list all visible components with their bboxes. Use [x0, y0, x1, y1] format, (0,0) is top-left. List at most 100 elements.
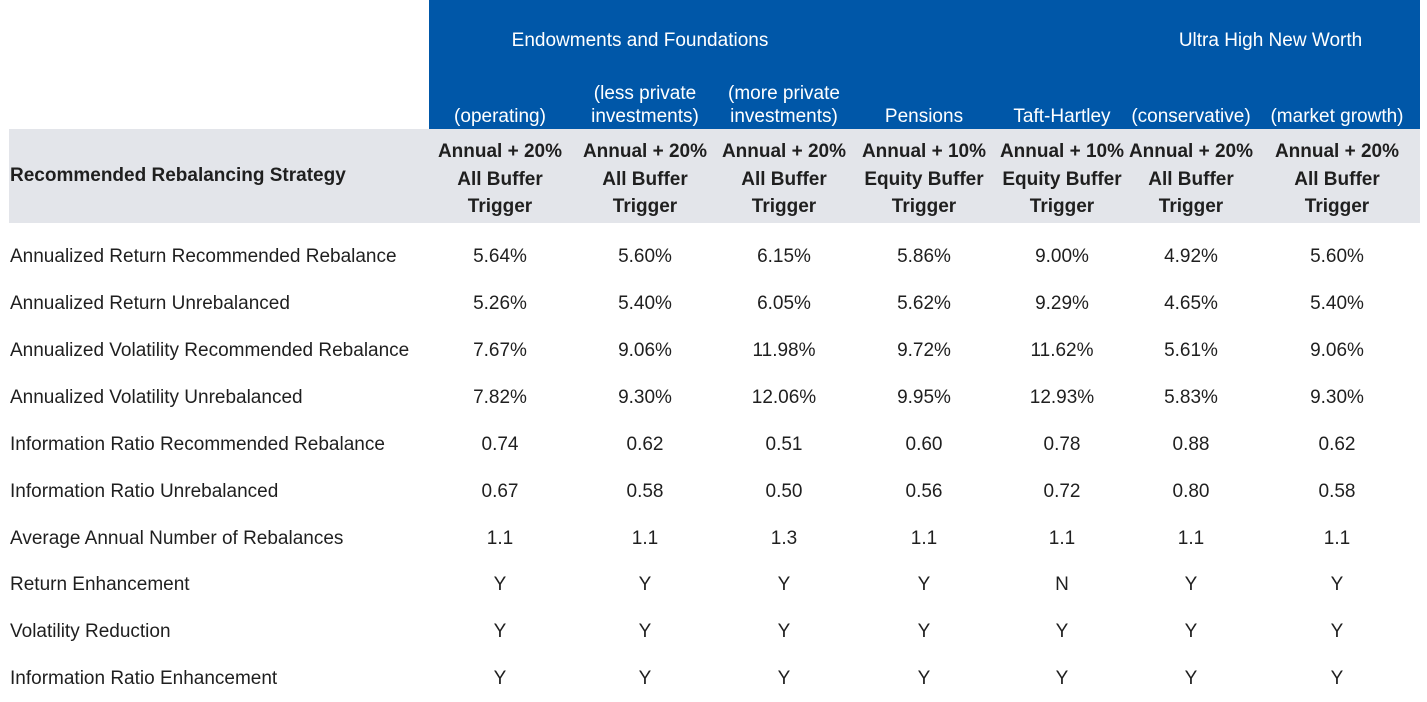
table-cell: 7.67%: [473, 340, 527, 361]
table-cell: 0.58: [1318, 481, 1356, 502]
row-label: Average Annual Number of Rebalances: [10, 528, 344, 549]
column-header: Pensions: [884, 106, 964, 127]
table-row: Annualized Volatility Recommended Rebala…: [0, 327, 1427, 374]
table-row: Annualized Return Recommended Rebalance …: [0, 233, 1427, 280]
strategy-cell: Annual + 20% All Buffer Trigger: [582, 141, 708, 217]
table-cell: 4.92%: [1164, 246, 1218, 267]
group-title-endowments: Endowments and Foundations: [511, 30, 769, 51]
table-cell: 9.30%: [1310, 387, 1364, 408]
row-label: Information Ratio Unrebalanced: [10, 481, 279, 502]
table-cell: Y: [638, 668, 652, 689]
table-cell: 5.64%: [473, 246, 527, 267]
table-cell: 7.82%: [473, 387, 527, 408]
table-cell: 5.86%: [897, 246, 951, 267]
table-row: Annualized Volatility Unrebalanced 7.82%…: [0, 374, 1427, 421]
table-cell: 9.72%: [897, 340, 951, 361]
column-header: (less private investments): [591, 83, 699, 127]
table-cell: 0.60: [905, 434, 943, 455]
table-cell: Y: [638, 621, 652, 642]
strategy-cell: Annual + 20% All Buffer Trigger: [721, 141, 847, 217]
table-cell: 1.1: [1323, 528, 1351, 549]
table-cell: 6.05%: [757, 293, 811, 314]
table-row: Volatility Reduction Y Y Y Y Y Y Y: [0, 608, 1427, 655]
row-label: Information Ratio Enhancement: [10, 668, 278, 689]
column-header: (conservative): [1131, 106, 1251, 127]
table-cell: 4.65%: [1164, 293, 1218, 314]
table-row: Annualized Return Unrebalanced 5.26% 5.4…: [0, 280, 1427, 327]
table-cell: 0.62: [1318, 434, 1356, 455]
table-cell: Y: [777, 621, 791, 642]
table-cell: 5.61%: [1164, 340, 1218, 361]
table-cell: 9.00%: [1035, 246, 1089, 267]
row-label: Information Ratio Recommended Rebalance: [10, 434, 385, 455]
column-header: (market growth): [1270, 106, 1404, 127]
table-cell: 11.62%: [1030, 340, 1094, 361]
table-cell: 0.56: [905, 481, 943, 502]
table-cell: 0.80: [1172, 481, 1210, 502]
table-cell: Y: [1330, 621, 1344, 642]
table-cell: 9.30%: [618, 387, 672, 408]
table-cell: 0.67: [481, 481, 519, 502]
table-row: Information Ratio Unrebalanced 0.67 0.58…: [0, 468, 1427, 515]
table-cell: 5.40%: [618, 293, 672, 314]
table-row: Information Ratio Recommended Rebalance …: [0, 421, 1427, 468]
table-row: Information Ratio Enhancement Y Y Y Y Y …: [0, 655, 1427, 691]
table-cell: 5.60%: [618, 246, 672, 267]
row-label: Annualized Return Recommended Rebalance: [10, 246, 397, 267]
table-cell: Y: [917, 668, 931, 689]
table-cell: Y: [638, 574, 652, 595]
table-cell: 0.72: [1043, 481, 1081, 502]
table-cell: Y: [1184, 621, 1198, 642]
table-cell: 0.50: [765, 481, 803, 502]
table-cell: 0.88: [1172, 434, 1210, 455]
strategy-cell: Annual + 10% Equity Buffer Trigger: [999, 141, 1125, 217]
table-cell: Y: [1330, 574, 1344, 595]
row-label: Annualized Volatility Unrebalanced: [10, 387, 303, 408]
table-cell: 1.1: [631, 528, 659, 549]
table-cell: 5.62%: [897, 293, 951, 314]
row-label: Annualized Return Unrebalanced: [10, 293, 290, 314]
table-cell: Y: [917, 621, 931, 642]
table-cell: 1.1: [1048, 528, 1076, 549]
table-row: Return Enhancement Y Y Y Y N Y Y: [0, 561, 1427, 608]
row-label: Return Enhancement: [10, 574, 190, 595]
table-cell: 9.95%: [897, 387, 951, 408]
group-title-uhnw: Ultra High New Worth: [1178, 30, 1363, 51]
table-cell: 1.1: [1177, 528, 1205, 549]
table-cell: 5.26%: [473, 293, 527, 314]
table-cell: Y: [917, 574, 931, 595]
strategy-cell: Annual + 20% All Buffer Trigger: [1274, 141, 1400, 217]
table-cell: 0.62: [626, 434, 664, 455]
table-row: Average Annual Number of Rebalances 1.1 …: [0, 515, 1427, 562]
table-cell: 5.40%: [1310, 293, 1364, 314]
table-cell: 5.83%: [1164, 387, 1218, 408]
strategy-cell: Annual + 20% All Buffer Trigger: [1128, 141, 1254, 217]
table-cell: Y: [493, 668, 507, 689]
table-cell: 0.74: [481, 434, 519, 455]
table-cell: 1.1: [910, 528, 938, 549]
column-header: (more private investments): [728, 83, 840, 127]
strategy-cell: Annual + 20% All Buffer Trigger: [437, 141, 563, 217]
table-cell: 0.78: [1043, 434, 1081, 455]
table-cell: 9.29%: [1035, 293, 1089, 314]
table-cell: 11.98%: [752, 340, 816, 361]
row-label: Volatility Reduction: [10, 621, 171, 642]
table-cell: N: [1055, 574, 1069, 595]
table-cell: 1.3: [770, 528, 798, 549]
strategy-row-label: Recommended Rebalancing Strategy: [10, 165, 346, 186]
table-cell: Y: [1184, 668, 1198, 689]
header-band: [429, 0, 1420, 129]
table-cell: 12.93%: [1029, 387, 1095, 408]
table-cell: Y: [1055, 668, 1069, 689]
column-header: (operating): [454, 106, 546, 127]
table-cell: Y: [777, 574, 791, 595]
table-cell: 12.06%: [751, 387, 817, 408]
table-cell: 6.15%: [757, 246, 811, 267]
table-cell: 9.06%: [618, 340, 672, 361]
table-cell: Y: [493, 621, 507, 642]
table-cell: Y: [493, 574, 507, 595]
table-cell: 0.58: [626, 481, 664, 502]
column-header: Taft-Hartley: [1013, 106, 1111, 127]
strategy-cell: Annual + 10% Equity Buffer Trigger: [861, 141, 987, 217]
table-cell: Y: [1184, 574, 1198, 595]
